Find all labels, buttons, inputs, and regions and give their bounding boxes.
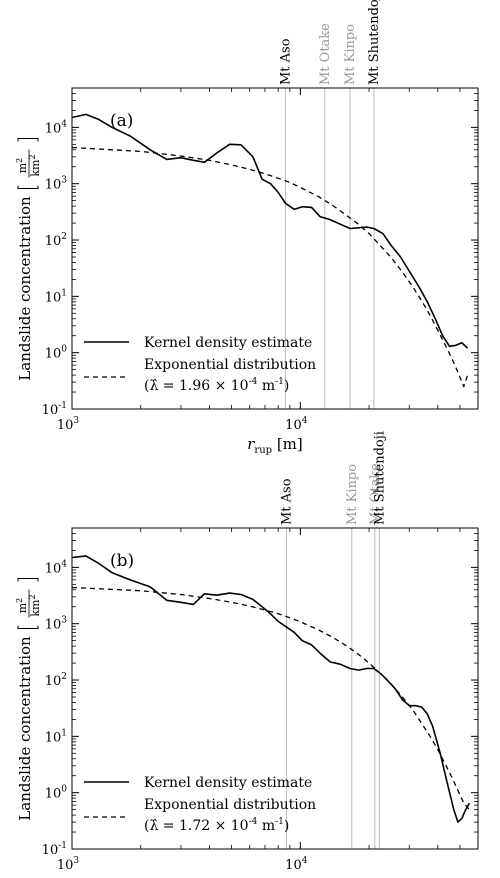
legend-lambda: (λ̂ = 1.72 × 10-4 m-1) [144,817,289,834]
legend-label-exp: Exponential distribution [144,797,316,813]
legend-label-kde: Kernel density estimate [144,775,312,791]
y-tick-label-4: 103 [45,616,68,633]
unit-bracket-left [17,625,39,629]
series-line-0 [71,555,471,823]
x-tick-label-1: 104 [285,856,308,873]
legend-label-kde: Kernel density estimate [144,335,312,351]
x-tick-label-1: 104 [285,416,308,433]
reference-label-0: Mt Aso [280,478,295,525]
unit-denominator: km2 [28,154,42,176]
y-tick-label-1: 100 [45,785,68,802]
unit-denominator: km2 [28,594,42,616]
legend-lambda: (λ̂ = 1.96 × 10-4 m-1) [144,377,289,394]
series-line-1 [71,586,470,811]
y-axis-unit: m2 km2 [15,578,42,629]
y-axis-label: Landslide concentration [16,196,34,381]
unit-bracket-right [17,578,39,582]
y-tick-label-2: 101 [45,288,67,305]
reference-label-2: Mt Otake [368,463,383,525]
y-tick-label-0: 10-1 [42,401,67,418]
legend-label-exp: Exponential distribution [144,357,316,373]
unit-numerator: m2 [15,158,29,174]
y-tick-label-1: 100 [45,345,68,362]
reference-label-0: Mt Aso [278,38,293,85]
y-tick-label-0: 10-1 [42,841,67,858]
y-tick-label-4: 103 [45,176,68,193]
y-axis-label: Landslide concentration [16,636,34,821]
x-axis-label: rasp [m] [247,875,302,878]
y-axis-unit: m2 km2 [15,138,42,189]
reference-label-3: Mt Shutendoji [372,431,387,525]
series-line-0 [71,113,469,349]
panel-label: (a) [110,111,133,131]
unit-bracket-right [17,138,39,142]
x-tick-label-0: 103 [57,856,80,873]
reference-label-2: Mt Kinpo [343,24,358,85]
x-tick-label-0: 103 [57,416,80,433]
unit-numerator: m2 [15,598,29,614]
reference-label-1: Mt Kinpo [345,464,360,525]
y-tick-label-5: 104 [45,559,68,576]
unit-bracket-left [17,185,39,189]
reference-label-1: Mt Otake [318,23,333,85]
y-tick-label-3: 102 [45,232,67,249]
panel-a: Mt Aso Mt Otake Mt Kinpo Mt Shutendoji10-11… [15,0,479,456]
reference-label-3: Mt Shutendoji [367,0,382,85]
y-tick-label-3: 102 [45,672,67,689]
y-tick-label-2: 101 [45,728,67,745]
y-tick-label-5: 104 [45,119,68,136]
x-axis-label: rrup [m] [247,435,303,456]
series-line-1 [71,146,469,388]
panel-label: (b) [110,551,134,571]
